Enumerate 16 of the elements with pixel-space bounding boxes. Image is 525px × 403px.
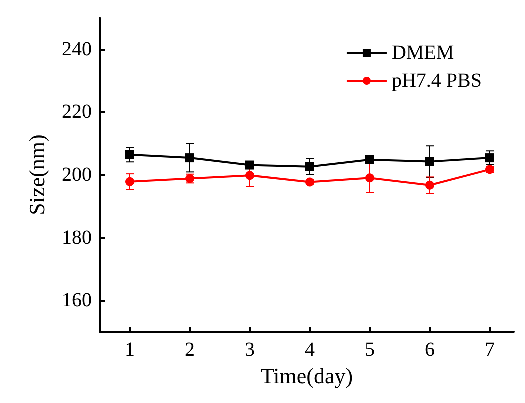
y-tick-label: 180 <box>62 226 92 249</box>
legend-label: pH7.4 PBS <box>392 70 482 92</box>
y-tick-label: 200 <box>62 164 92 186</box>
y-tick-label: 160 <box>62 290 92 312</box>
y-tick-label: 220 <box>62 101 92 124</box>
legend-label: DMEM <box>392 42 454 64</box>
x-tick-label: 2 <box>185 339 195 361</box>
x-axis-title: Time(day) <box>260 363 354 388</box>
y-axis-title: Size(nm) <box>24 134 50 216</box>
x-tick-label: 4 <box>305 339 315 361</box>
x-tick-label: 7 <box>485 339 495 361</box>
x-tick-label: 6 <box>425 339 435 361</box>
x-tick-label: 3 <box>245 339 255 361</box>
y-tick-label: 240 <box>62 38 92 60</box>
x-tick-label: 5 <box>365 339 375 361</box>
x-tick-label: 1 <box>125 339 135 361</box>
